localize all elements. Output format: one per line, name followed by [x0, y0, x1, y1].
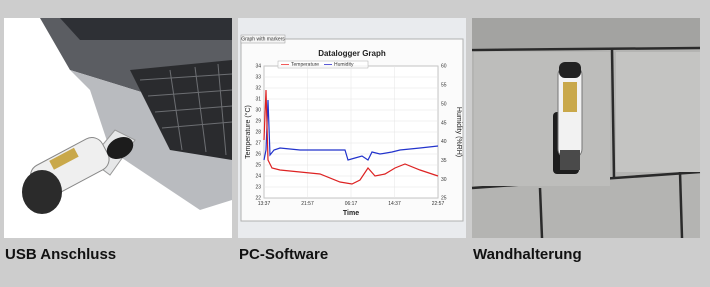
caption: Wandhalterung	[473, 246, 582, 263]
y2-tick-label: 50	[441, 101, 447, 107]
y-tick-label: 32	[255, 86, 261, 92]
y-tick-label: 24	[255, 174, 261, 180]
y2-tick-label: 40	[441, 139, 447, 145]
y-axis-label: Temperature (°C)	[244, 105, 252, 159]
page: {"panels": [ {"caption": "USB Anschluss"…	[0, 0, 710, 287]
legend-entry: Temperature	[291, 62, 319, 68]
x-tick-label: 13:37	[258, 201, 271, 207]
y-tick-label: 25	[255, 163, 261, 169]
usb-photo	[4, 18, 232, 238]
y-tick-label: 34	[255, 64, 261, 70]
y-tick-label: 30	[255, 108, 261, 114]
y2-tick-label: 30	[441, 177, 447, 183]
y2-tick-label: 55	[441, 83, 447, 89]
caption: USB Anschluss	[5, 246, 116, 263]
y-tick-label: 33	[255, 75, 261, 81]
y-tick-label: 31	[255, 97, 261, 103]
x-tick-label: 22:57	[432, 201, 445, 207]
graph-title: Datalogger Graph	[318, 49, 386, 58]
y-tick-label: 26	[255, 152, 261, 158]
y-tick-label: 27	[255, 141, 261, 147]
x-axis-label: Time	[343, 210, 359, 217]
y2-tick-label: 45	[441, 120, 447, 126]
y-tick-label: 29	[255, 119, 261, 125]
wall-mount-photo	[472, 18, 700, 238]
software-screenshot: Graph with markers Datalogger Graph Temp…	[238, 18, 466, 238]
x-tick-label: 06:17	[345, 201, 358, 207]
y2-tick-label: 35	[441, 158, 447, 164]
feature-strip: Graph with markers Datalogger Graph Temp…	[0, 0, 710, 287]
y-tick-label: 28	[255, 130, 261, 136]
y-tick-label: 23	[255, 185, 261, 191]
caption: PC-Software	[239, 246, 328, 263]
y2-axis-label: Humidity (%RH)	[455, 107, 462, 157]
tab-label: Graph with markers	[241, 37, 285, 43]
x-tick-label: 14:37	[388, 201, 401, 207]
x-tick-label: 21:57	[301, 201, 314, 207]
y2-tick-label: 60	[441, 64, 447, 70]
